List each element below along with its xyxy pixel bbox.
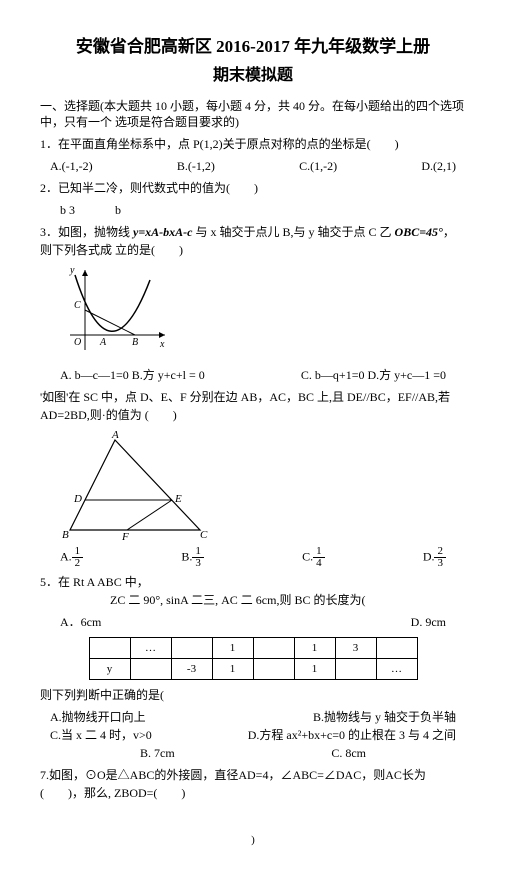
section-1-heading: 一、选择题(本大题共 10 小题，每小题 4 分，共 40 分。在每小题给出的四… bbox=[40, 98, 466, 132]
q1-opt-d: D.(2,1) bbox=[421, 157, 456, 175]
q6-opt-c: C.当 x 二 4 时，v>0 bbox=[50, 726, 152, 744]
svg-text:D: D bbox=[73, 493, 82, 505]
q2-opt-b: b bbox=[115, 201, 121, 219]
svg-text:x: x bbox=[159, 339, 165, 350]
data-table: …113 y-311… bbox=[89, 637, 418, 680]
q5-opt-a: A．6cm bbox=[60, 613, 101, 631]
q2-opt-a: b 3 bbox=[60, 201, 75, 219]
q6-stem: 则下列判断中正确的是( bbox=[40, 686, 466, 704]
svg-text:A: A bbox=[99, 337, 107, 348]
q1-opt-c: C.(1,-2) bbox=[299, 157, 337, 175]
svg-text:B: B bbox=[132, 337, 138, 348]
q5-opt-c: C. 8cm bbox=[331, 744, 366, 762]
svg-text:C: C bbox=[200, 529, 208, 540]
q1-opt-a: A.(-1,-2) bbox=[50, 157, 93, 175]
q3-opt-ab: A. b—c—1=0 B.方 y+c+l = 0 bbox=[60, 366, 205, 384]
q4-opt-d: D.23 bbox=[423, 546, 446, 569]
svg-text:O: O bbox=[74, 337, 81, 348]
page-title-2: 期末模拟题 bbox=[40, 64, 466, 88]
page-footer: ) bbox=[40, 832, 466, 849]
q3-opt-cd: C. b—q+1=0 D.方 y+c—1 =0 bbox=[301, 366, 446, 384]
q4-opt-b: B.13 bbox=[181, 546, 204, 569]
q4-opt-c: C.14 bbox=[302, 546, 325, 569]
svg-text:E: E bbox=[174, 493, 182, 505]
q5-stem: 5．在 Rt A ABC 中， ZC 二 90°, sinA 二三, AC 二 … bbox=[40, 573, 466, 609]
svg-text:F: F bbox=[121, 531, 129, 540]
q6-opt-a: A.抛物线开口向上 bbox=[50, 708, 146, 726]
q4-stem: '如图'在 SC 中，点 D、E、F 分别在边 AB，AC，BC 上,且 DE/… bbox=[40, 388, 466, 424]
svg-text:B: B bbox=[62, 529, 69, 540]
page-title-1: 安徽省合肥高新区 2016-2017 年九年级数学上册 bbox=[40, 34, 466, 60]
svg-text:y: y bbox=[69, 265, 75, 276]
q2-stem: 2．已知半二冷，则代数式中的值为( ) bbox=[40, 179, 466, 197]
q6-opt-d: D.方程 ax²+bx+c=0 的止根在 3 与 4 之间 bbox=[248, 726, 456, 744]
q4-opt-a: A.12 bbox=[60, 546, 83, 569]
q4-figure: A B C D E F bbox=[60, 430, 210, 540]
q3-figure: y x C O A B bbox=[60, 265, 170, 360]
q7-stem: 7.如图，⊙O是△ABC的外接圆，直径AD=4，∠ABC=∠DAC，则AC长为(… bbox=[40, 766, 466, 802]
q5-opt-b: B. 7cm bbox=[140, 744, 175, 762]
q1-stem: 1．在平面直角坐标系中，点 P(1,2)关于原点对称的点的坐标是( ) bbox=[40, 135, 466, 153]
q5-opt-d: D. 9cm bbox=[411, 613, 446, 631]
svg-text:C: C bbox=[74, 300, 81, 311]
svg-text:A: A bbox=[111, 430, 119, 441]
q3-stem: 3．如图，抛物线 y=xA-bxA-c 与 x 轴交于点儿 B,与 y 轴交于点… bbox=[40, 223, 466, 259]
q6-opt-b: B.抛物线与 y 轴交于负半轴 bbox=[313, 708, 456, 726]
q1-opt-b: B.(-1,2) bbox=[177, 157, 215, 175]
